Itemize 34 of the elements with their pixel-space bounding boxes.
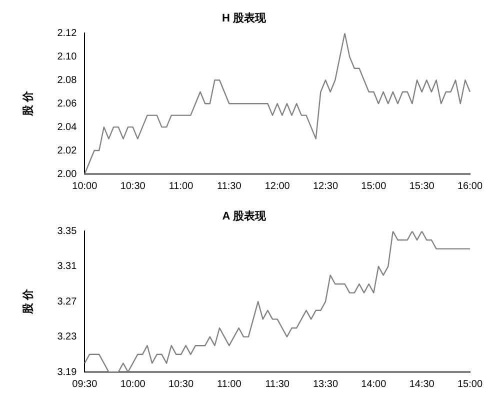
x-tick-label: 10:00 — [120, 378, 146, 390]
y-tick-label: 2.12 — [57, 28, 78, 39]
x-tick-label: 11:30 — [217, 180, 242, 192]
x-tick-label: 13:30 — [312, 378, 338, 390]
y-tick-label: 2.08 — [57, 74, 78, 86]
y-tick-label: 2.04 — [57, 122, 78, 133]
y-tick-label: 2.06 — [57, 98, 78, 110]
x-tick-label: 10:30 — [168, 378, 194, 390]
chart-title: A 股表现 — [222, 210, 267, 223]
x-tick-label: 11:00 — [168, 180, 194, 192]
x-tick-label: 14:00 — [361, 378, 387, 390]
y-tick-label: 2.10 — [57, 51, 78, 62]
y-axis-title: 股 价 — [22, 90, 35, 118]
y-tick-label: 3.23 — [57, 332, 78, 343]
x-tick-label: 16:00 — [457, 180, 483, 192]
x-tick-label: 15:00 — [457, 378, 483, 390]
x-tick-label: 15:00 — [361, 180, 387, 192]
chart-title: H 股表现 — [222, 12, 267, 25]
y-tick-label: 3.27 — [57, 296, 78, 308]
y-tick-label: 3.31 — [57, 261, 78, 272]
x-tick-label: 09:30 — [72, 378, 98, 390]
y-tick-label: 3.35 — [57, 226, 78, 237]
x-tick-label: 12:00 — [264, 180, 290, 192]
x-tick-label: 10:30 — [120, 180, 146, 192]
x-tick-label: 14:30 — [409, 378, 435, 390]
x-tick-label: 11:00 — [217, 378, 242, 390]
x-tick-label: 10:00 — [72, 180, 98, 192]
x-tick-label: 11:30 — [265, 378, 290, 390]
y-tick-label: 2.02 — [57, 145, 78, 156]
y-tick-label: 2.00 — [57, 168, 78, 180]
x-tick-label: 15:30 — [409, 180, 435, 192]
y-axis-title: 股 价 — [22, 288, 35, 316]
x-tick-label: 12:30 — [312, 180, 338, 192]
y-tick-label: 3.19 — [57, 366, 78, 378]
